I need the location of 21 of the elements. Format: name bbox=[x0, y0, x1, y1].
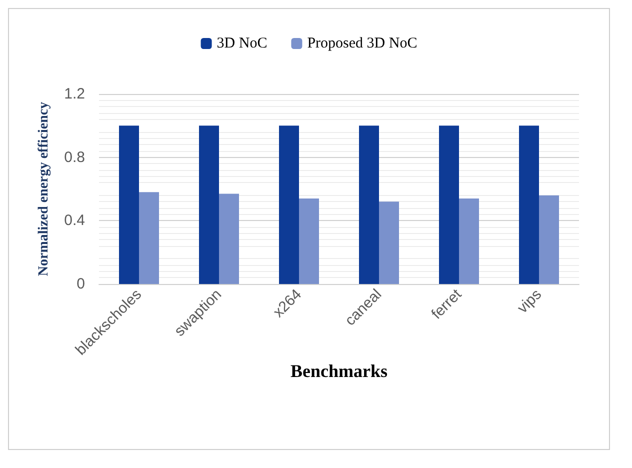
legend-label: 3D NoC bbox=[216, 36, 268, 52]
y-axis-title: Normalized energy efficiency bbox=[36, 102, 52, 276]
y-tick-label: 1.2 bbox=[64, 86, 85, 102]
bar bbox=[379, 202, 399, 284]
bar bbox=[139, 192, 159, 284]
y-tick-label: 0.8 bbox=[64, 148, 85, 166]
legend-label: Proposed 3D NoC bbox=[307, 36, 418, 52]
y-tick-label: 0 bbox=[76, 276, 85, 292]
bar bbox=[359, 126, 379, 284]
bar bbox=[119, 126, 139, 284]
bar bbox=[459, 198, 479, 284]
bar bbox=[219, 194, 239, 284]
bar bbox=[279, 126, 299, 284]
bar bbox=[199, 126, 219, 284]
x-axis-title: Benchmarks bbox=[290, 361, 388, 381]
bar bbox=[539, 195, 559, 284]
bar bbox=[519, 126, 539, 284]
x-tick-label: vips bbox=[514, 286, 546, 317]
y-tick-label: 0.4 bbox=[64, 212, 85, 230]
bar bbox=[299, 198, 319, 284]
bar bbox=[439, 126, 459, 284]
